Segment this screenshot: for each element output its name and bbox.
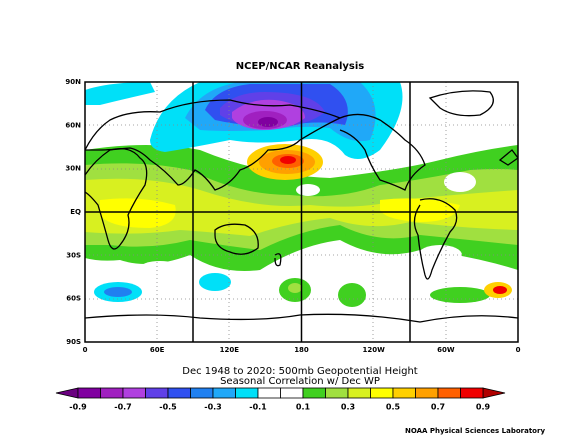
colorbar-under	[55, 387, 79, 399]
colorbar-box	[100, 387, 124, 399]
lon-label: 0	[83, 346, 88, 354]
caption-line: Seasonal Correlation w/ Dec WP	[220, 376, 380, 387]
colorbar-box	[257, 387, 281, 399]
colorbar-label: 0.9	[476, 403, 491, 412]
colorbar-box	[347, 387, 371, 399]
colorbar-box	[392, 387, 416, 399]
coastlines	[85, 90, 518, 323]
lat-label: EQ	[70, 208, 81, 216]
lon-label: 120E	[220, 346, 240, 354]
colorbar-label: 0.1	[296, 403, 311, 412]
lon-label: 60E	[150, 346, 165, 354]
lat-label: 30N	[65, 165, 81, 173]
colorbar-box	[370, 387, 394, 399]
colorbar: -0.9 -0.7 -0.5 -0.3 -0.1 0.1 0.3 0.5 0.7 0.9	[55, 387, 506, 412]
lat-label: 30S	[66, 251, 81, 259]
colorbar-box	[167, 387, 191, 399]
lon-label: 120W	[362, 346, 385, 354]
lat-label: 60N	[65, 121, 81, 129]
lat-label: 60S	[66, 295, 81, 303]
lon-label: 180	[294, 346, 309, 354]
colorbar-box	[145, 387, 169, 399]
colorbar-box	[437, 387, 461, 399]
colorbar-label: -0.1	[249, 403, 267, 412]
lat-label: 90N	[65, 78, 81, 86]
lat-label: 90S	[66, 338, 81, 346]
colorbar-box	[302, 387, 326, 399]
lon-label: 0	[516, 346, 521, 354]
colorbar-box	[190, 387, 214, 399]
colorbar-over	[482, 387, 506, 399]
colorbar-box	[122, 387, 146, 399]
colorbar-label: 0.7	[431, 403, 445, 412]
footer: NOAA Physical Sciences Laboratory	[405, 427, 545, 435]
title: NCEP/NCAR Reanalysis	[236, 61, 365, 72]
lon-label: 60W	[437, 346, 455, 354]
colorbar-label: -0.9	[69, 403, 87, 412]
colorbar-label: -0.7	[114, 403, 132, 412]
colorbar-label: -0.5	[159, 403, 177, 412]
map-frame	[84, 81, 519, 343]
colorbar-label: -0.3	[204, 403, 222, 412]
colorbar-box	[280, 387, 304, 399]
colorbar-label: 0.5	[386, 403, 401, 412]
colorbar-label: 0.3	[341, 403, 355, 412]
colorbar-box	[415, 387, 439, 399]
colorbar-box	[235, 387, 259, 399]
colorbar-box	[460, 387, 484, 399]
caption-line: Dec 1948 to 2020: 500mb Geopotential Hei…	[182, 366, 418, 377]
colorbar-box	[212, 387, 236, 399]
colorbar-box	[325, 387, 349, 399]
colorbar-box	[77, 387, 101, 399]
